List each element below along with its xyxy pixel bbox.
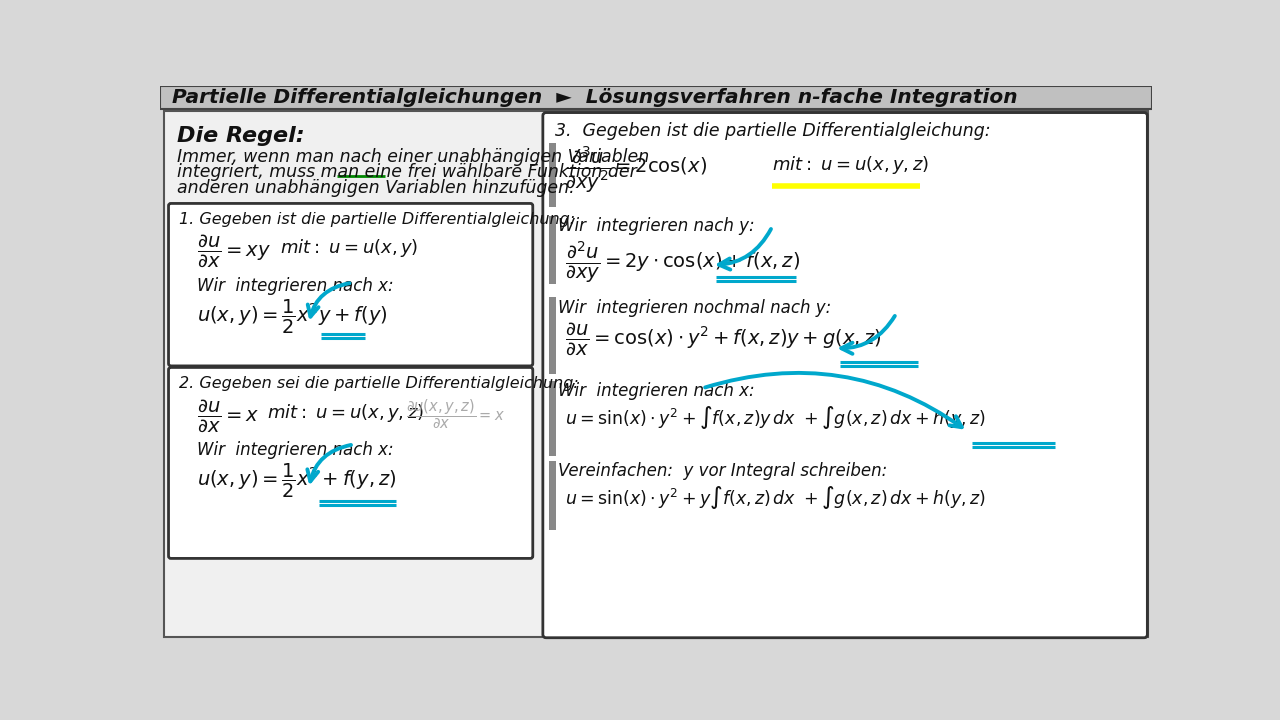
Text: Wir  integrieren nach x:: Wir integrieren nach x: [558, 382, 755, 400]
Text: $\dfrac{\partial^3 u}{\partial x y^2} = 2\cos(x)$: $\dfrac{\partial^3 u}{\partial x y^2} = … [564, 145, 707, 195]
Text: Partielle Differentialgleichungen  ►  Lösungsverfahren n-fache Integration: Partielle Differentialgleichungen ► Lösu… [172, 89, 1018, 107]
Text: anderen unabhängigen Variablen hinzufügen.: anderen unabhängigen Variablen hinzufüge… [177, 179, 575, 197]
Text: Immer, wenn man nach einer unabhängigen Variablen: Immer, wenn man nach einer unabhängigen … [177, 148, 649, 166]
Bar [160, 86, 1152, 109]
FancyBboxPatch shape [169, 204, 532, 366]
Text: $u(x,y) = \dfrac{1}{2}x^2y + f(y)$: $u(x,y) = \dfrac{1}{2}x^2y + f(y)$ [197, 298, 388, 336]
Bar [549, 461, 556, 530]
FancyBboxPatch shape [169, 367, 532, 559]
Text: Wir  integrieren nach x:: Wir integrieren nach x: [197, 441, 394, 459]
Text: $\mathit{mit:}\ u = u(x,y,z)$: $\mathit{mit:}\ u = u(x,y,z)$ [772, 154, 929, 176]
Text: $\dfrac{\partial^2 u}{\partial x y} = 2y \cdot \cos(x) + f(x,z)$: $\dfrac{\partial^2 u}{\partial x y} = 2y… [564, 239, 800, 285]
Text: 2. Gegeben sei die partielle Differentialgleichung:: 2. Gegeben sei die partielle Differentia… [179, 376, 579, 391]
Text: Wir  integrieren nach y:: Wir integrieren nach y: [558, 217, 755, 235]
Text: integriert, muss man eine frei wählbare Funktion der: integriert, muss man eine frei wählbare … [177, 163, 637, 181]
Text: $u = \sin(x) \cdot y^2 + \int f(x,z)y\,dx\ +\int g(x,z)\,dx + h(y,z)$: $u = \sin(x) \cdot y^2 + \int f(x,z)y\,d… [564, 404, 986, 431]
Text: $u(x,y) = \dfrac{1}{2}x^2 + f(y,z)$: $u(x,y) = \dfrac{1}{2}x^2 + f(y,z)$ [197, 462, 397, 500]
Bar [549, 143, 556, 207]
Text: $\mathit{mit:}\ u = u(x,y)$: $\mathit{mit:}\ u = u(x,y)$ [280, 238, 419, 259]
Text: 1. Gegeben ist die partielle Differentialgleichung:: 1. Gegeben ist die partielle Differentia… [179, 212, 575, 227]
Text: 3.  Gegeben ist die partielle Differentialgleichung:: 3. Gegeben ist die partielle Differentia… [556, 122, 991, 140]
Text: Die Regel:: Die Regel: [177, 127, 305, 146]
Bar [549, 381, 556, 456]
Text: $\dfrac{\partial u(x,y,z)}{\partial x} = x$: $\dfrac{\partial u(x,y,z)}{\partial x} =… [407, 397, 506, 431]
Text: $u = \sin(x) \cdot y^2 + y\int f(x,z)\,dx\ +\int g(x,z)\,dx + h(y,z)$: $u = \sin(x) \cdot y^2 + y\int f(x,z)\,d… [564, 484, 986, 510]
FancyBboxPatch shape [543, 112, 1147, 638]
Bar [549, 297, 556, 374]
Text: Vereinfachen:  y vor Integral schreiben:: Vereinfachen: y vor Integral schreiben: [558, 462, 887, 480]
Bar [549, 216, 556, 284]
Text: Wir  integrieren nach x:: Wir integrieren nach x: [197, 277, 394, 295]
Text: Wir  integrieren nochmal nach y:: Wir integrieren nochmal nach y: [558, 299, 832, 317]
Text: $\dfrac{\partial u}{\partial x} = xy$: $\dfrac{\partial u}{\partial x} = xy$ [197, 233, 271, 269]
Text: $\dfrac{\partial u}{\partial x} = x$: $\dfrac{\partial u}{\partial x} = x$ [197, 397, 260, 434]
Text: $\dfrac{\partial u}{\partial x} = \cos(x) \cdot y^2 + f(x,z)y + g(x,z)$: $\dfrac{\partial u}{\partial x} = \cos(x… [564, 320, 882, 357]
Text: $\mathit{mit:}\ u = u(x,y,z)$: $\mathit{mit:}\ u = u(x,y,z)$ [268, 402, 424, 424]
